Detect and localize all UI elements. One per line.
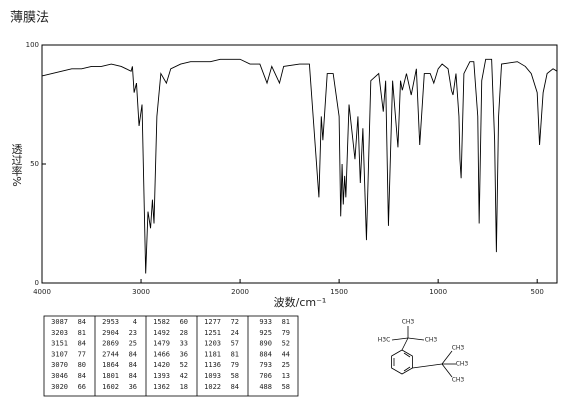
peak-intensity: 52 (180, 361, 188, 369)
peak-wavenumber: 2869 (102, 340, 119, 348)
peak-intensity: 81 (231, 350, 239, 358)
peak-intensity: 18 (180, 383, 188, 391)
peak-wavenumber: 706 (259, 372, 272, 380)
peak-wavenumber: 1181 (204, 350, 221, 358)
peak-intensity: 24 (231, 329, 239, 337)
peak-intensity: 33 (180, 340, 188, 348)
plot-frame (41, 44, 558, 284)
peak-wavenumber: 793 (259, 361, 272, 369)
x-tick-label: 500 (531, 288, 544, 296)
peak-intensity: 84 (78, 318, 86, 326)
peak-intensity: 36 (129, 383, 137, 391)
peak-wavenumber: 1093 (204, 372, 221, 380)
peak-intensity: 84 (78, 340, 86, 348)
peak-wavenumber: 488 (259, 383, 272, 391)
peak-intensity: 80 (78, 361, 86, 369)
peak-intensity: 57 (231, 340, 239, 348)
peak-wavenumber: 1277 (204, 318, 221, 326)
peak-intensity: 4 (133, 318, 137, 326)
peak-intensity: 42 (180, 372, 188, 380)
peak-wavenumber: 3020 (51, 383, 68, 391)
peak-wavenumber: 1582 (153, 318, 170, 326)
peak-wavenumber: 2904 (102, 329, 119, 337)
peak-wavenumber: 1203 (204, 340, 221, 348)
peak-wavenumber: 3070 (51, 361, 68, 369)
peak-wavenumber: 890 (259, 340, 272, 348)
structure (391, 326, 456, 378)
peak-intensity: 79 (282, 329, 290, 337)
peak-intensity: 25 (129, 340, 137, 348)
peak-intensity: 44 (282, 350, 290, 358)
atom-label: H3C (378, 337, 391, 344)
peak-intensity: 72 (231, 318, 239, 326)
peak-wavenumber: 3046 (51, 372, 68, 380)
peak-wavenumber: 1479 (153, 340, 170, 348)
peak-wavenumber: 3087 (51, 318, 68, 326)
peak-table-frame (43, 315, 299, 397)
peak-intensity: 25 (282, 361, 290, 369)
peak-intensity: 13 (282, 372, 290, 380)
x-tick-label: 1500 (330, 288, 348, 296)
peak-intensity: 58 (282, 383, 290, 391)
peak-wavenumber: 1393 (153, 372, 170, 380)
peak-intensity: 28 (180, 329, 188, 337)
peak-intensity: 58 (231, 372, 239, 380)
spectrum-line (41, 58, 558, 274)
peak-intensity: 52 (282, 340, 290, 348)
peak-intensity: 66 (78, 383, 86, 391)
peak-wavenumber: 1801 (102, 372, 119, 380)
peak-wavenumber: 1136 (204, 361, 221, 369)
peak-intensity: 81 (78, 329, 86, 337)
peak-wavenumber: 1466 (153, 350, 170, 358)
peak-intensity: 81 (282, 318, 290, 326)
x-tick-label: 4000 (33, 288, 51, 296)
x-tick-label: 3000 (132, 288, 150, 296)
x-axis-label: 波数/cm⁻¹ (274, 296, 327, 309)
atom-label: CH3 (402, 319, 415, 326)
peak-wavenumber: 1420 (153, 361, 170, 369)
peak-intensity: 84 (129, 350, 137, 358)
peak-intensity: 23 (129, 329, 137, 337)
peak-intensity: 84 (129, 372, 137, 380)
peak-wavenumber: 1362 (153, 383, 170, 391)
atom-label: CH3 (456, 361, 469, 368)
peak-wavenumber: 1492 (153, 329, 170, 337)
peak-wavenumber: 884 (259, 350, 272, 358)
peak-wavenumber: 2953 (102, 318, 119, 326)
peak-wavenumber: 3151 (51, 340, 68, 348)
chart-title: 薄膜法 (10, 11, 49, 26)
peak-intensity: 84 (78, 372, 86, 380)
x-tick-label: 1000 (429, 288, 447, 296)
peak-wavenumber: 933 (259, 318, 272, 326)
peak-intensity: 84 (231, 383, 239, 391)
peak-wavenumber: 2744 (102, 350, 119, 358)
peak-wavenumber: 1864 (102, 361, 119, 369)
y-tick-label: 50 (30, 160, 39, 168)
atom-label: CH3 (452, 377, 465, 384)
peak-wavenumber: 3107 (51, 350, 68, 358)
peak-wavenumber: 925 (259, 329, 272, 337)
atom-label: CH3 (425, 337, 438, 344)
x-tick-label: 2000 (231, 288, 249, 296)
peak-intensity: 36 (180, 350, 188, 358)
peak-wavenumber: 1022 (204, 383, 221, 391)
peak-wavenumber: 1602 (102, 383, 119, 391)
atom-label: CH3 (452, 345, 465, 352)
peak-intensity: 84 (129, 361, 137, 369)
peak-intensity: 77 (78, 350, 86, 358)
peak-wavenumber: 3203 (51, 329, 68, 337)
y-tick-label: 0 (35, 279, 39, 287)
peak-wavenumber: 1251 (204, 329, 221, 337)
y-axis-label: 透过率% (10, 143, 23, 187)
peak-intensity: 79 (231, 361, 239, 369)
y-tick-label: 100 (26, 41, 39, 49)
peak-intensity: 60 (180, 318, 188, 326)
